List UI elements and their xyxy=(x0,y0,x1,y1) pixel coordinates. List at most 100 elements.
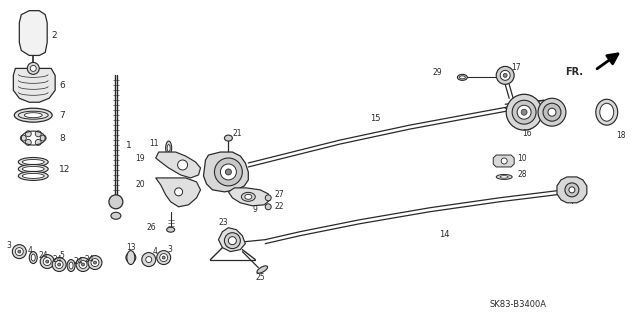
Circle shape xyxy=(162,256,165,259)
Text: 11: 11 xyxy=(148,138,158,148)
Ellipse shape xyxy=(166,227,175,232)
Circle shape xyxy=(28,63,39,74)
Text: 7: 7 xyxy=(59,111,65,120)
Text: 19: 19 xyxy=(135,153,145,162)
Circle shape xyxy=(15,248,23,256)
Circle shape xyxy=(496,66,514,84)
Text: 29: 29 xyxy=(433,68,442,77)
Ellipse shape xyxy=(24,113,42,118)
Ellipse shape xyxy=(500,176,508,178)
Text: 16: 16 xyxy=(522,129,532,137)
Circle shape xyxy=(225,169,232,175)
Circle shape xyxy=(521,109,527,115)
Ellipse shape xyxy=(458,74,467,80)
Circle shape xyxy=(30,65,36,71)
Text: 12: 12 xyxy=(59,166,70,174)
Text: 3: 3 xyxy=(6,241,12,250)
Text: 26: 26 xyxy=(146,223,156,232)
Circle shape xyxy=(18,250,21,253)
Text: 6: 6 xyxy=(59,81,65,90)
Circle shape xyxy=(26,131,31,137)
Ellipse shape xyxy=(67,260,75,271)
Ellipse shape xyxy=(19,171,48,181)
Text: 24: 24 xyxy=(73,257,83,266)
Ellipse shape xyxy=(257,266,268,273)
Circle shape xyxy=(35,131,41,137)
Ellipse shape xyxy=(19,158,48,167)
Circle shape xyxy=(76,257,90,271)
Circle shape xyxy=(503,73,507,78)
Ellipse shape xyxy=(245,194,252,199)
Text: 20: 20 xyxy=(135,180,145,189)
Circle shape xyxy=(45,260,49,263)
Ellipse shape xyxy=(29,252,37,263)
Ellipse shape xyxy=(241,192,255,201)
Text: 25: 25 xyxy=(255,273,265,282)
Text: 8: 8 xyxy=(59,134,65,143)
Ellipse shape xyxy=(225,135,232,141)
Circle shape xyxy=(500,70,510,80)
Polygon shape xyxy=(156,152,200,178)
Text: 3: 3 xyxy=(168,245,173,254)
Polygon shape xyxy=(19,11,47,56)
Text: 17: 17 xyxy=(511,63,521,72)
Circle shape xyxy=(109,195,123,209)
Text: 22: 22 xyxy=(274,202,284,211)
Circle shape xyxy=(565,183,579,197)
Text: 27: 27 xyxy=(274,190,284,199)
Circle shape xyxy=(543,103,561,121)
Circle shape xyxy=(160,254,168,262)
Text: 9: 9 xyxy=(252,205,257,214)
Circle shape xyxy=(40,135,46,141)
Ellipse shape xyxy=(596,99,618,125)
Text: FR.: FR. xyxy=(565,67,583,78)
Polygon shape xyxy=(218,228,245,252)
Text: 15: 15 xyxy=(370,114,380,123)
Polygon shape xyxy=(13,68,55,102)
Ellipse shape xyxy=(111,212,121,219)
Circle shape xyxy=(225,233,241,249)
Polygon shape xyxy=(493,155,514,167)
Ellipse shape xyxy=(496,174,512,179)
Circle shape xyxy=(55,261,63,269)
Text: 24: 24 xyxy=(84,255,93,264)
Circle shape xyxy=(40,255,54,269)
Circle shape xyxy=(93,261,97,264)
Circle shape xyxy=(91,259,99,267)
Circle shape xyxy=(265,195,271,201)
Text: 23: 23 xyxy=(218,218,228,227)
Circle shape xyxy=(220,164,236,180)
Circle shape xyxy=(20,135,26,141)
Polygon shape xyxy=(156,178,200,207)
Circle shape xyxy=(228,237,236,245)
Ellipse shape xyxy=(460,76,465,79)
Text: 18: 18 xyxy=(617,130,626,140)
Ellipse shape xyxy=(22,174,44,178)
Ellipse shape xyxy=(19,111,48,119)
Circle shape xyxy=(214,158,243,186)
Ellipse shape xyxy=(22,167,44,171)
Text: 24: 24 xyxy=(38,251,48,260)
Circle shape xyxy=(506,94,542,130)
Circle shape xyxy=(44,257,51,265)
Ellipse shape xyxy=(19,165,48,174)
Ellipse shape xyxy=(127,251,135,264)
Ellipse shape xyxy=(31,254,35,261)
Circle shape xyxy=(81,263,84,266)
Text: 21: 21 xyxy=(232,129,242,137)
Ellipse shape xyxy=(600,103,614,121)
Text: SK83-B3400A: SK83-B3400A xyxy=(489,300,547,309)
Circle shape xyxy=(501,158,507,164)
Text: 10: 10 xyxy=(517,153,527,162)
Text: 28: 28 xyxy=(517,170,527,179)
Circle shape xyxy=(35,139,41,145)
Circle shape xyxy=(512,100,536,124)
Circle shape xyxy=(12,245,26,259)
Ellipse shape xyxy=(167,145,170,152)
Circle shape xyxy=(538,98,566,126)
Circle shape xyxy=(157,251,171,264)
Ellipse shape xyxy=(69,262,73,269)
Ellipse shape xyxy=(14,108,52,122)
Text: 1: 1 xyxy=(126,141,132,150)
Text: 14: 14 xyxy=(440,230,450,239)
